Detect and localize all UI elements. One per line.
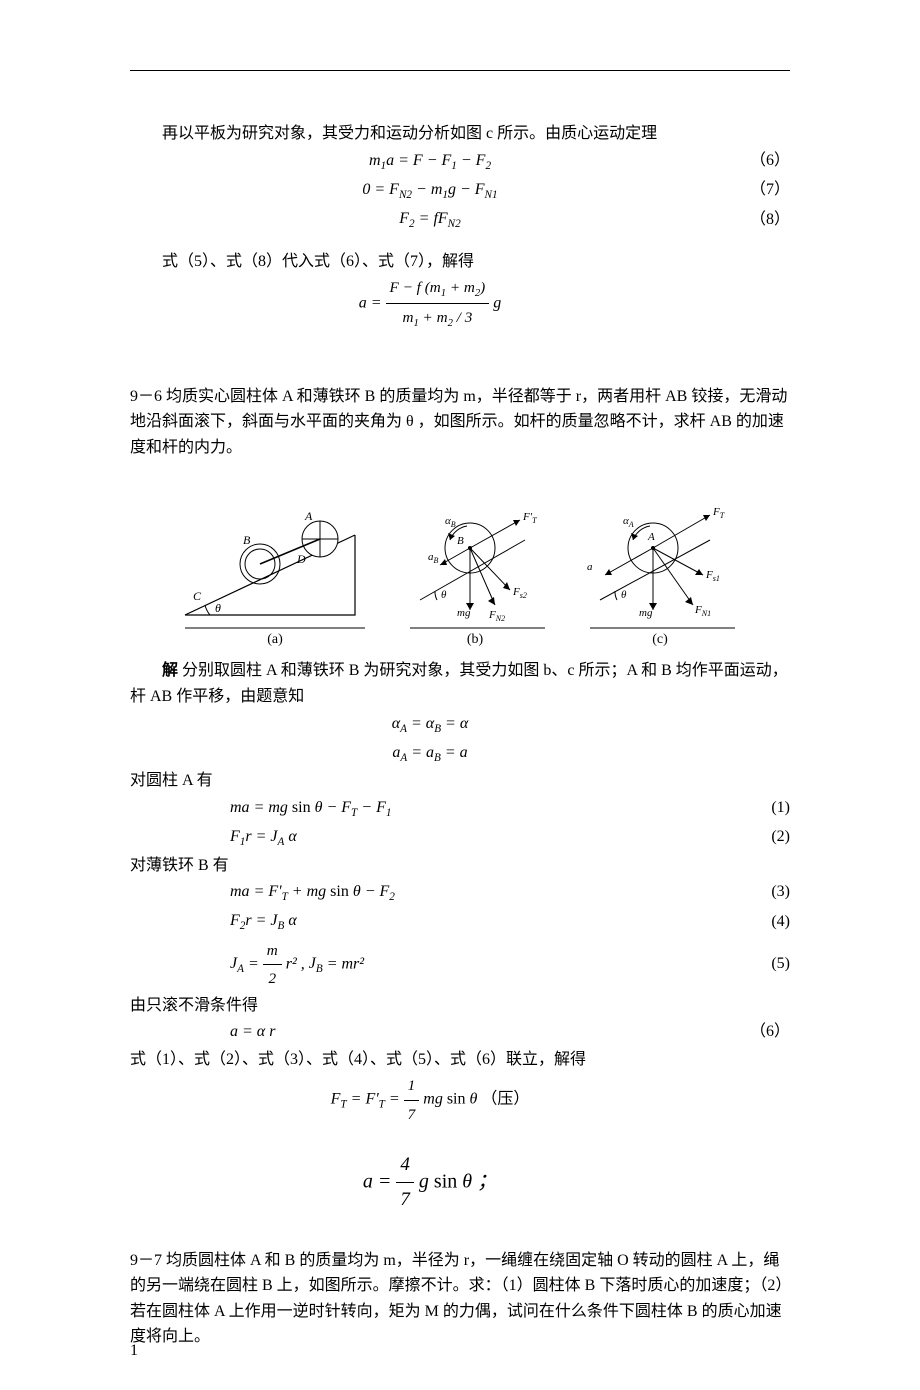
svg-text:θ: θ (441, 589, 447, 601)
eq7-formula: 0 = FN2 − m1g − FN1 (130, 176, 730, 205)
svg-text:a: a (587, 561, 593, 573)
eq7-num: （7） (730, 176, 790, 205)
fig-a-caption: (a) (267, 632, 283, 648)
header-divider (130, 70, 790, 71)
problem-96-title: 9－6 均质实心圆柱体 A 和薄铁环 B 的质量均为 m，半径都等于 r，两者用… (130, 384, 790, 461)
svg-text:aB: aB (428, 551, 439, 565)
top-intro: 再以平板为研究对象，其受力和运动分析如图 c 所示。由质心运动定理 (130, 121, 790, 147)
p96-eq4-num: (4) (730, 908, 790, 937)
svg-text:F'T: F'T (522, 511, 537, 525)
svg-text:B: B (243, 533, 251, 547)
ft-result-formula: FT = F'T = 17 mg sin θ （压） (130, 1072, 730, 1128)
p96-eq5-num: (5) (730, 950, 790, 979)
solve-line: 解 分别取圆柱 A 和薄铁环 B 为研究对象，其受力如图 b、c 所示；A 和 … (130, 658, 790, 709)
fig-c-caption: (c) (652, 632, 668, 648)
p96-eq6-num: （6） (730, 1018, 790, 1047)
a-result: a = 47 g sin θ ； (130, 1148, 790, 1217)
top-result-a-formula: a = F − f (m1 + m2)m1 + m2 / 3 g (130, 274, 730, 333)
svg-text:FT: FT (712, 506, 725, 520)
ft-note: （压） (481, 1091, 529, 1108)
t-roll: 由只滚不滑条件得 (130, 993, 790, 1019)
p96-eq2: F1r = JA α (2) (130, 823, 790, 852)
svg-text:C: C (193, 589, 202, 603)
p96-eq3-num: (3) (730, 878, 790, 907)
p96-eq2-formula: F1r = JA α (130, 823, 730, 852)
diagram-c-icon: θ A a FT Fs1 mg FN1 αA (575, 480, 745, 630)
a-eq: aA = aB = a (130, 739, 790, 768)
equation-7: 0 = FN2 − m1g − FN1 （7） (130, 176, 790, 205)
svg-text:θ: θ (621, 589, 627, 601)
svg-text:Fs2: Fs2 (512, 586, 527, 600)
solve-text1: 分别取圆柱 A 和薄铁环 B 为研究对象，其受力如图 b、c 所示；A 和 B … (130, 662, 788, 705)
eq8-formula: F2 = fFN2 (130, 205, 730, 234)
solve-label: 解 (130, 662, 178, 679)
svg-text:αA: αA (623, 515, 634, 529)
p96-eq2-num: (2) (730, 823, 790, 852)
svg-text:A: A (304, 509, 313, 523)
solve-final: 式（1）、式（2）、式（3）、式（4）、式（5）、式（6）联立，解得 (130, 1047, 790, 1073)
svg-text:αB: αB (445, 515, 456, 529)
p96-eq1-num: (1) (730, 794, 790, 823)
figure-b: θ B F'T Fs2 mg FN2 αB aB (b) (395, 480, 555, 648)
p96-eq3: ma = F'T + mg sin θ − F2 (3) (130, 878, 790, 907)
equation-6: m1a = F − F1 − F2 （6） (130, 147, 790, 176)
top-result-a: a = F − f (m1 + m2)m1 + m2 / 3 g (130, 274, 790, 333)
diagram-a-icon: θ B A D C (175, 480, 375, 630)
figure-row: θ B A D C (a) θ B F'T Fs2 (130, 480, 790, 648)
p96-eq4-formula: F2r = JB α (130, 907, 730, 936)
svg-text:A: A (647, 531, 655, 543)
t-ring-b: 对薄铁环 B 有 (130, 853, 790, 879)
p96-eq6-formula: a = α r (130, 1018, 730, 1047)
t-cyl-a: 对圆柱 A 有 (130, 768, 790, 794)
page-number: 1 (130, 1342, 138, 1360)
eq8-num: （8） (730, 206, 790, 235)
p96-eq4: F2r = JB α (4) (130, 907, 790, 936)
svg-text:mg: mg (457, 607, 471, 619)
eq6-num: （6） (730, 147, 790, 176)
svg-text:θ: θ (215, 601, 221, 615)
eq6-formula: m1a = F − F1 − F2 (130, 147, 730, 176)
equation-8: F2 = fFN2 （8） (130, 205, 790, 234)
top-solve-intro: 式（5）、式（8）代入式（6）、式（7），解得 (130, 249, 790, 275)
p96-eq3-formula: ma = F'T + mg sin θ − F2 (130, 878, 730, 907)
svg-text:B: B (457, 535, 464, 547)
alpha-eq: αA = αB = α (130, 710, 790, 739)
p96-eq5-formula: JA = m2 r² , JB = mr² (130, 937, 730, 993)
p96-eq6: a = α r （6） (130, 1018, 790, 1047)
alpha-eq-formula: αA = αB = α (130, 710, 730, 739)
svg-text:D: D (296, 552, 306, 566)
fig-b-caption: (b) (467, 632, 483, 648)
svg-text:Fs1: Fs1 (705, 569, 720, 583)
diagram-b-icon: θ B F'T Fs2 mg FN2 αB aB (395, 480, 555, 630)
figure-a: θ B A D C (a) (175, 480, 375, 648)
figure-c: θ A a FT Fs1 mg FN1 αA (c) (575, 480, 745, 648)
p96-eq1-formula: ma = mg sin θ − FT − F1 (130, 794, 730, 823)
problem-97-text: 9－7 均质圆柱体 A 和 B 的质量均为 m，半径为 r，一绳缠在绕固定轴 O… (130, 1248, 790, 1350)
svg-text:FN2: FN2 (488, 609, 505, 623)
svg-text:FN1: FN1 (694, 604, 711, 618)
a-eq-formula: aA = aB = a (130, 739, 730, 768)
p96-eq5: JA = m2 r² , JB = mr² (5) (130, 937, 790, 993)
p96-eq1: ma = mg sin θ − FT − F1 (1) (130, 794, 790, 823)
ft-result: FT = F'T = 17 mg sin θ （压） (130, 1072, 790, 1128)
svg-text:mg: mg (639, 607, 653, 619)
a-result-formula: a = 47 g sin θ ； (130, 1148, 730, 1217)
